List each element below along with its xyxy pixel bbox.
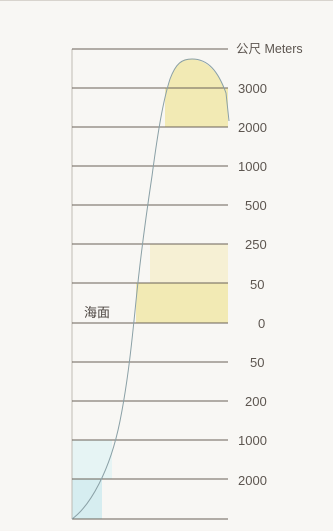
band-2000-3000: [165, 88, 228, 127]
y-tick-label: 1000: [238, 433, 267, 448]
band-50-250: [150, 244, 228, 283]
gridlines: [71, 48, 228, 520]
sea-level-annotation: 海面: [84, 305, 110, 320]
y-tick-label: 1000: [238, 159, 267, 174]
elevation-bands: [72, 59, 228, 519]
band-0-50: [136, 283, 228, 323]
y-tick-label: 50: [250, 355, 264, 370]
y-tick-label: 0: [258, 316, 265, 331]
y-unit-label: 公尺 Meters: [236, 42, 303, 56]
y-tick-label: 250: [245, 237, 267, 252]
y-tick-label: 200: [245, 394, 267, 409]
y-tick-label: 2000: [238, 473, 267, 488]
y-tick-label: 2000: [238, 120, 267, 135]
y-tick-label: 50: [250, 277, 264, 292]
y-tick-label: 500: [245, 198, 267, 213]
y-tick-label: 3000: [238, 81, 267, 96]
deep-sea-fill: [72, 479, 102, 519]
hypsometric-curve: [71, 58, 230, 520]
band-1000-2000-sea: [72, 440, 112, 479]
summit-fill: [168, 59, 224, 88]
